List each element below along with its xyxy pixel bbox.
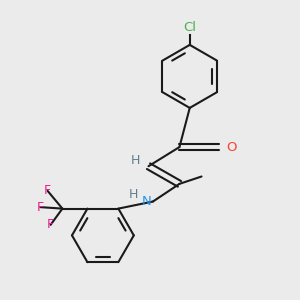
Text: Cl: Cl bbox=[183, 21, 196, 34]
Text: F: F bbox=[44, 184, 51, 197]
Text: N: N bbox=[142, 195, 152, 208]
Text: F: F bbox=[47, 218, 54, 231]
Text: H: H bbox=[129, 188, 139, 201]
Text: H: H bbox=[130, 154, 140, 167]
Text: F: F bbox=[37, 201, 44, 214]
Text: O: O bbox=[226, 141, 237, 154]
